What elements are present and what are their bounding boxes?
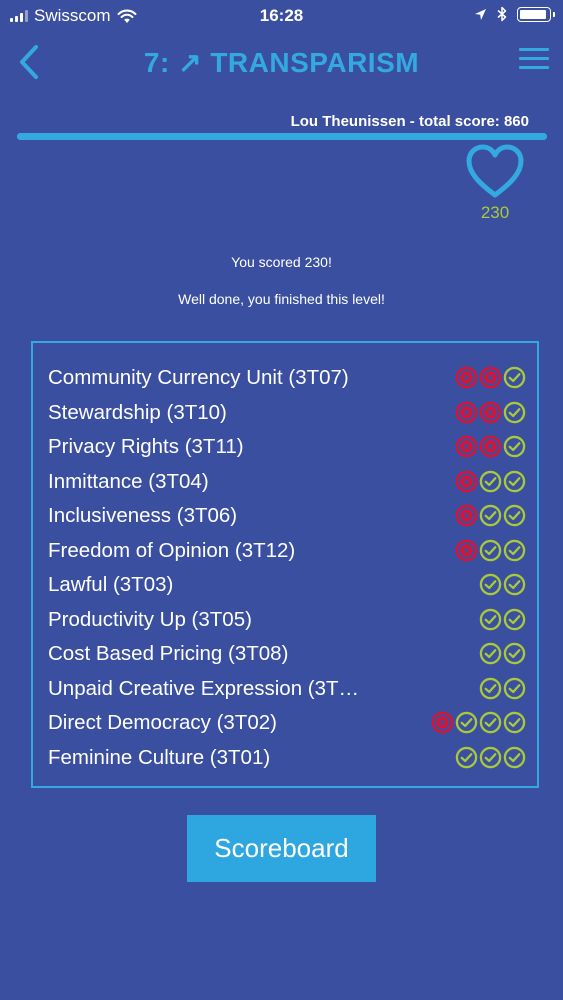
result-row: Unpaid Creative Expression (3T… — [48, 674, 526, 704]
wrong-answer-icon — [455, 470, 478, 493]
answer-marks — [455, 470, 526, 493]
status-time: 16:28 — [259, 6, 304, 25]
topic-label: Privacy Rights (3T11) — [48, 435, 244, 458]
wrong-answer-icon — [455, 435, 478, 458]
carrier-name: Swisscom — [34, 6, 111, 25]
bluetooth-icon — [497, 6, 507, 22]
correct-answer-icon — [503, 435, 526, 458]
status-left: Swisscom — [10, 6, 137, 26]
battery-icon — [517, 6, 555, 22]
correct-answer-icon — [503, 746, 526, 769]
result-row: Inmittance (3T04) — [48, 467, 526, 497]
heart-icon — [466, 144, 524, 198]
topic-label: Productivity Up (3T05) — [48, 607, 252, 631]
result-row: Feminine Culture (3T01) — [48, 743, 526, 773]
wrong-answer-icon — [455, 539, 478, 562]
correct-answer-icon — [503, 539, 526, 562]
correct-answer-icon — [503, 401, 526, 424]
correct-answer-icon — [479, 504, 502, 527]
correct-answer-icon — [503, 677, 526, 700]
result-row: Community Currency Unit (3T07) — [48, 363, 526, 393]
correct-answer-icon — [455, 711, 478, 734]
heart-score: 230 — [480, 203, 510, 222]
answer-marks — [479, 608, 526, 631]
level-progress-bar — [17, 133, 547, 140]
result-row: Stewardship (3T10) — [48, 398, 526, 428]
topic-label: Inclusiveness (3T06) — [48, 504, 238, 527]
answer-marks — [479, 677, 526, 700]
wrong-answer-icon — [479, 401, 502, 424]
correct-answer-icon — [503, 470, 526, 493]
menu-icon — [519, 48, 549, 51]
topic-label: Community Currency Unit (3T07) — [48, 366, 349, 389]
topic-label: Feminine Culture (3T01) — [48, 745, 271, 769]
answer-marks — [431, 711, 526, 734]
topic-label: Cost Based Pricing (3T08) — [48, 642, 289, 665]
correct-answer-icon — [479, 608, 502, 631]
answer-marks — [479, 573, 526, 596]
completion-message: Well done, you finished this level! — [178, 291, 385, 307]
result-row: Cost Based Pricing (3T08) — [48, 639, 526, 669]
answer-marks — [455, 746, 526, 769]
wrong-answer-icon — [431, 711, 454, 734]
correct-answer-icon — [479, 642, 502, 665]
wrong-answer-icon — [455, 401, 478, 424]
player-total-score: Lou Theunissen - total score: 860 — [290, 113, 529, 130]
wrong-answer-icon — [479, 366, 502, 389]
scoreboard-button[interactable]: Scoreboard — [187, 815, 376, 882]
topic-label: Inmittance (3T04) — [48, 469, 209, 493]
topic-label: Unpaid Creative Expression (3T… — [48, 676, 360, 700]
nav-bar: 7: ↗ TRANSPARISM — [0, 38, 563, 86]
status-right — [474, 6, 555, 22]
result-row: Inclusiveness (3T06) — [48, 501, 526, 531]
correct-answer-icon — [479, 746, 502, 769]
result-row: Lawful (3T03) — [48, 570, 526, 600]
result-row: Direct Democracy (3T02) — [48, 708, 526, 738]
menu-button[interactable] — [519, 48, 549, 74]
correct-answer-icon — [503, 573, 526, 596]
correct-answer-icon — [503, 711, 526, 734]
results-list: Community Currency Unit (3T07) Stewardshi… — [31, 341, 539, 788]
topic-label: Direct Democracy (3T02) — [48, 711, 277, 734]
level-progress-fill — [17, 133, 547, 140]
topic-label: Stewardship (3T10) — [48, 400, 227, 424]
correct-answer-icon — [503, 608, 526, 631]
answer-marks — [455, 401, 526, 424]
correct-answer-icon — [503, 366, 526, 389]
topic-label: Lawful (3T03) — [48, 573, 174, 596]
score-message: You scored 230! — [231, 254, 332, 270]
correct-answer-icon — [503, 642, 526, 665]
wifi-icon — [117, 9, 136, 23]
wrong-answer-icon — [455, 504, 478, 527]
signal-strength-icon — [10, 10, 28, 22]
answer-marks — [455, 435, 526, 458]
chevron-left-icon — [20, 45, 38, 79]
location-arrow-icon — [475, 8, 486, 20]
wrong-answer-icon — [455, 366, 478, 389]
result-row: Privacy Rights (3T11) — [48, 432, 526, 462]
page-title: 7: ↗ TRANSPARISM — [143, 47, 420, 78]
result-row: Freedom of Opinion (3T12) — [48, 536, 526, 566]
correct-answer-icon — [479, 677, 502, 700]
answer-marks — [455, 504, 526, 527]
correct-answer-icon — [503, 504, 526, 527]
answer-marks — [479, 642, 526, 665]
correct-answer-icon — [479, 470, 502, 493]
topic-label: Freedom of Opinion (3T12) — [48, 538, 296, 562]
back-button[interactable] — [12, 42, 46, 82]
answer-marks — [455, 539, 526, 562]
result-row: Productivity Up (3T05) — [48, 605, 526, 635]
wrong-answer-icon — [479, 435, 502, 458]
answer-marks — [455, 366, 526, 389]
status-bar: Swisscom 16:28 — [0, 0, 563, 32]
correct-answer-icon — [455, 746, 478, 769]
correct-answer-icon — [479, 711, 502, 734]
correct-answer-icon — [479, 539, 502, 562]
correct-answer-icon — [479, 573, 502, 596]
